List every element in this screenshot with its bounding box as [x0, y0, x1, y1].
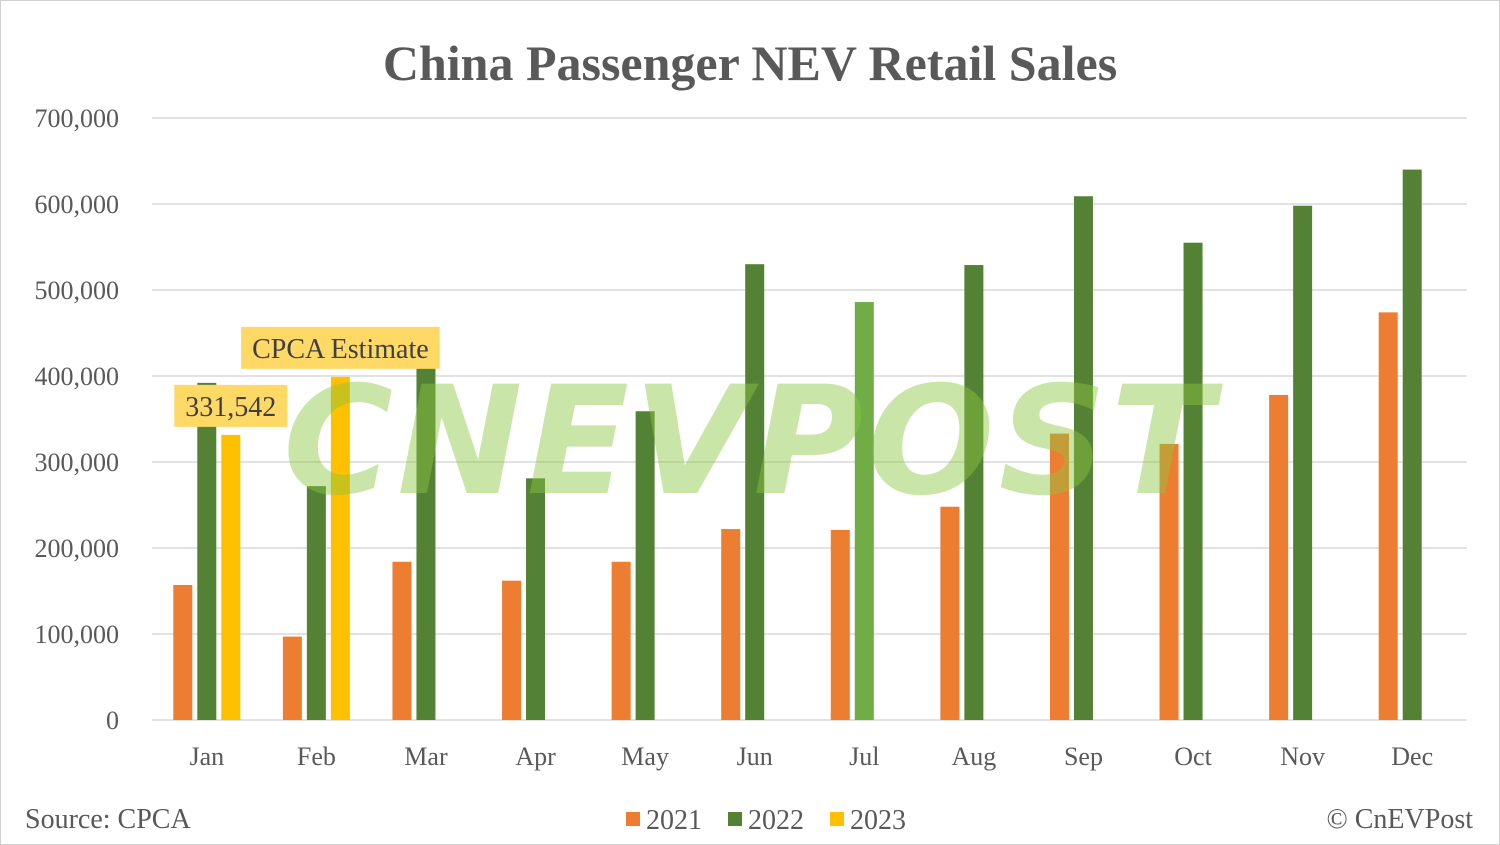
- legend-swatch: [626, 812, 640, 826]
- bar-2021-May: [611, 561, 631, 720]
- bar-2021-Oct: [1159, 443, 1179, 720]
- bar-2022-Aug: [964, 265, 984, 720]
- bar-2022-Mar: [416, 337, 436, 720]
- bar-2022-May: [635, 411, 655, 720]
- bar-2021-Jul: [830, 529, 850, 720]
- bar-2022-Oct: [1183, 242, 1203, 720]
- legend-item-2022: 2022: [728, 805, 804, 836]
- bar-2022-Sep: [1073, 196, 1093, 720]
- x-tick-label: Mar: [404, 742, 448, 771]
- copyright-label: © CnEVPost: [1326, 804, 1473, 835]
- bar-2022-Feb: [306, 486, 326, 720]
- bar-2022-Nov: [1293, 205, 1313, 721]
- x-tick-label: Feb: [297, 742, 336, 771]
- chart-title: China Passenger NEV Retail Sales: [383, 35, 1117, 91]
- x-tick-label: Jun: [737, 742, 773, 771]
- bar-2021-Sep: [1049, 433, 1069, 720]
- legend-label: 2021: [646, 805, 702, 836]
- x-tick-label: Oct: [1174, 742, 1212, 771]
- y-tick-label: 100,000: [35, 620, 120, 649]
- x-tick-label: Jan: [189, 742, 224, 771]
- y-tick-label: 300,000: [35, 448, 120, 477]
- bar-2022-Dec: [1402, 169, 1422, 721]
- x-tick-label: May: [621, 742, 669, 771]
- x-tick-label: Apr: [515, 742, 556, 771]
- legend-item-2023: 2023: [830, 805, 906, 836]
- bar-2021-Aug: [940, 506, 960, 720]
- x-tick-label: Dec: [1391, 742, 1433, 771]
- y-tick-label: 600,000: [35, 190, 120, 219]
- bar-2021-Apr: [502, 580, 522, 720]
- legend-label: 2023: [850, 805, 906, 836]
- bar-2023-Feb: [330, 376, 350, 720]
- legend-swatch: [728, 812, 742, 826]
- bar-2022-Jan: [197, 382, 217, 720]
- bar-2021-Mar: [392, 561, 412, 720]
- x-tick-label: Nov: [1280, 742, 1325, 771]
- legend-label: 2022: [748, 805, 804, 836]
- legend-swatch: [830, 812, 844, 826]
- x-tick-label: Aug: [951, 742, 996, 771]
- y-tick-label: 400,000: [35, 362, 120, 391]
- bar-2022-Jul: [854, 302, 874, 720]
- y-tick-label: 200,000: [35, 534, 120, 563]
- bar-2021-Feb: [282, 636, 302, 720]
- y-tick-label: 700,000: [35, 104, 120, 133]
- bar-2021-Jan: [173, 584, 193, 720]
- data-label: CPCA Estimate: [241, 326, 440, 369]
- y-tick-label: 0: [106, 706, 119, 735]
- bar-2022-Jun: [745, 264, 765, 720]
- bar-2021-Nov: [1269, 394, 1289, 720]
- x-tick-label: Jul: [849, 742, 879, 771]
- svg-text:CPCA Estimate: CPCA Estimate: [252, 334, 429, 365]
- source-label: Source: CPCA: [25, 804, 191, 835]
- bar-2023-Jan: [221, 434, 241, 720]
- bar-2021-Jun: [721, 529, 741, 720]
- legend-item-2021: 2021: [626, 805, 702, 836]
- y-tick-label: 500,000: [35, 276, 120, 305]
- svg-text:331,542: 331,542: [185, 392, 276, 423]
- bar-2021-Dec: [1378, 312, 1398, 720]
- bar-2022-Apr: [526, 478, 546, 720]
- data-label: 331,542: [174, 384, 288, 427]
- x-tick-label: Sep: [1064, 742, 1103, 771]
